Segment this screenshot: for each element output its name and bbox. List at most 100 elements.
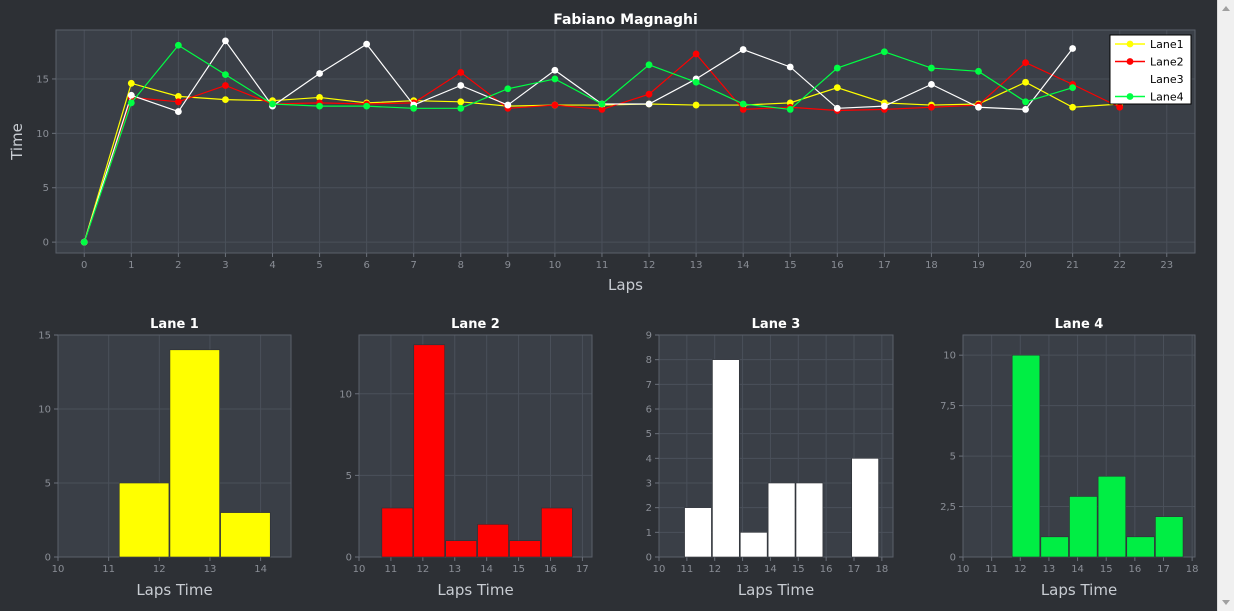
data-point: [739, 106, 747, 113]
x-tick-label: 16: [831, 260, 844, 271]
y-tick-label: 0: [646, 553, 652, 564]
histogram-bar: [795, 482, 824, 558]
chart-title: Lane 3: [752, 317, 801, 332]
y-tick-label: 10: [339, 389, 352, 400]
y-tick-label: 3: [646, 479, 652, 490]
data-point: [598, 106, 606, 113]
x-axis-label: Laps Time: [738, 581, 814, 599]
y-tick-label: 1: [646, 528, 652, 539]
data-point: [222, 96, 229, 104]
x-tick-label: 19: [972, 260, 985, 271]
y-tick-label: 0: [346, 553, 352, 564]
histogram-bar: [1040, 536, 1069, 558]
data-point: [928, 103, 935, 111]
x-tick-label: 13: [736, 564, 749, 575]
data-point: [457, 98, 465, 106]
chart-1: 10 11 12 13 14 0 5 10 15 Lane 1 Laps Time: [38, 317, 292, 599]
y-tick-label: 10: [943, 351, 956, 362]
histogram-bar: [1069, 496, 1098, 558]
histogram-bar: [712, 359, 740, 558]
y-tick-label: 2: [646, 503, 652, 514]
series-lane4: [80, 41, 1077, 246]
data-point: [692, 50, 700, 58]
y-tick-label: 15: [38, 331, 51, 342]
chart-2: 10 11 12 13 14 15 16 17 0 5 10 Lane 2 Laps Time: [339, 317, 593, 599]
data-point: [551, 75, 559, 83]
histogram-bar: [477, 524, 509, 558]
y-tick-label: 0: [43, 238, 49, 249]
x-tick-label: 11: [596, 260, 609, 271]
histogram-bar: [1155, 516, 1184, 558]
data-point: [363, 40, 371, 48]
data-point: [363, 102, 371, 110]
series-line: [83, 39, 1074, 243]
x-tick-label: 17: [878, 260, 891, 271]
data-point: [880, 48, 888, 56]
histogram-bar: [118, 482, 170, 558]
legend-label: Lane3: [1150, 73, 1184, 86]
x-tick-label: 17: [848, 564, 861, 575]
legend-swatch-marker: [1126, 93, 1134, 100]
legend-item-lane4: Lane4: [1115, 91, 1184, 104]
histogram-bar: [739, 532, 768, 558]
y-tick-label: 5: [950, 452, 956, 463]
histogram-bar: [1097, 475, 1127, 558]
y-tick-label: 6: [646, 405, 652, 416]
y-tick-label: 0: [45, 553, 51, 564]
data-point: [222, 82, 229, 89]
y-tick-label: 9: [646, 331, 652, 342]
x-tick-label: 10: [353, 564, 366, 575]
scroll-down-arrow-icon[interactable]: [1222, 600, 1230, 605]
y-tick-label: 5: [646, 429, 652, 440]
x-tick-label: 17: [1157, 564, 1170, 575]
x-tick-label: 11: [102, 564, 115, 575]
x-tick-label: 7: [411, 260, 417, 271]
data-point: [1022, 106, 1029, 113]
plot-area: [56, 30, 1195, 253]
data-point: [598, 100, 606, 108]
y-tick-label: 7,5: [940, 401, 956, 412]
x-tick-label: 18: [1186, 564, 1199, 575]
x-axis-label: Laps Time: [1041, 581, 1117, 599]
x-tick-label: 4: [269, 260, 275, 271]
y-tick-label: 10: [36, 129, 49, 140]
x-tick-label: 8: [458, 260, 464, 271]
legend-item-lane2: Lane2: [1115, 56, 1184, 69]
x-tick-label: 10: [52, 564, 65, 575]
data-point: [457, 104, 465, 112]
scroll-up-arrow-icon[interactable]: [1222, 6, 1230, 11]
data-point: [551, 101, 559, 109]
data-point: [174, 41, 182, 49]
data-point: [174, 108, 182, 115]
data-point: [645, 61, 653, 69]
x-tick-label: 15: [784, 260, 797, 271]
data-point: [222, 71, 229, 78]
x-tick-label: 14: [737, 260, 750, 271]
data-point: [975, 103, 982, 111]
x-tick-label: 13: [690, 260, 703, 271]
chart-title: Fabiano Magnaghi: [553, 12, 698, 28]
plot-border: [55, 29, 1196, 254]
y-tick-label: 7: [646, 380, 652, 391]
vertical-scrollbar[interactable]: [1217, 0, 1234, 611]
data-point: [316, 94, 323, 101]
series-line: [83, 44, 1073, 243]
legend-swatch-marker: [1126, 58, 1134, 65]
legend-swatch-marker: [1126, 75, 1134, 83]
data-point: [1022, 59, 1029, 67]
x-tick-label: 16: [820, 564, 833, 575]
histogram-bar: [1126, 536, 1155, 558]
y-tick-label: 10: [38, 405, 51, 416]
data-point: [80, 238, 88, 246]
x-tick-label: 13: [204, 564, 217, 575]
x-tick-label: 15: [792, 564, 805, 575]
x-tick-label: 18: [925, 260, 938, 271]
y-tick-label: 8: [646, 355, 652, 366]
x-tick-label: 15: [1100, 564, 1113, 575]
data-point: [880, 102, 888, 110]
data-point: [316, 102, 323, 110]
data-point: [786, 63, 794, 71]
x-tick-label: 15: [512, 564, 525, 575]
legend: Lane1 Lane2 Lane3 Lane4: [1109, 34, 1192, 105]
